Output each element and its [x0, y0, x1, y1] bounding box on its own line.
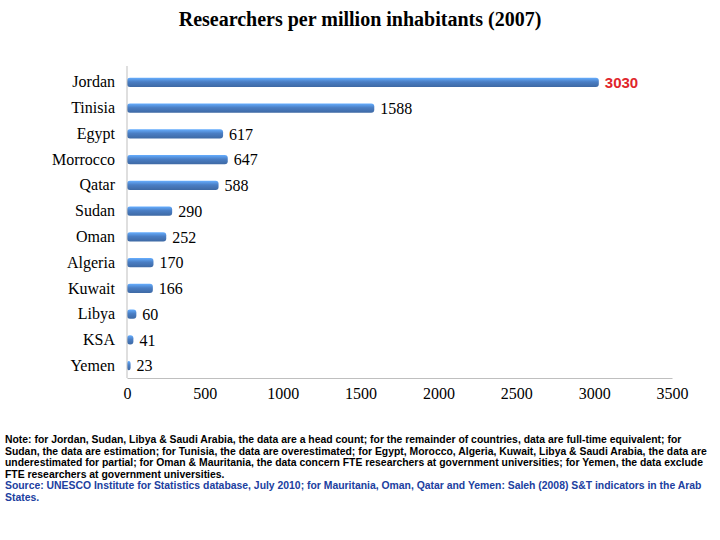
data-labels: 3030 1588 617 647 588 290 252 170 16660 41 23: [137, 74, 639, 375]
bar: [127, 129, 223, 138]
x-tick: 3000: [579, 378, 611, 402]
x-tick: 2500: [501, 378, 533, 402]
category-label: Qatar: [79, 176, 115, 193]
bar: [127, 206, 172, 215]
source: Source: UNESCO Institute for Statistics …: [5, 480, 715, 503]
y-tick: Jordan: [72, 73, 127, 90]
data-label: 647: [234, 151, 258, 168]
category-label: Oman: [76, 228, 115, 245]
bar: [127, 232, 166, 241]
y-tick: Tinisia: [71, 99, 127, 116]
data-label: 170: [159, 254, 183, 271]
data-label: 252: [172, 229, 196, 246]
category-label: KSA: [83, 331, 115, 348]
bar: [127, 284, 153, 293]
x-tick-label: 3000: [579, 385, 611, 402]
data-label: 166: [159, 280, 183, 297]
category-label: Yemen: [70, 357, 115, 374]
category-label: Tinisia: [71, 99, 115, 116]
category-label: Morrocco: [52, 151, 115, 168]
y-tick: Sudan: [75, 202, 127, 219]
x-tick-label: 500: [193, 385, 217, 402]
y-tick: Oman: [76, 228, 127, 245]
x-tick: 1500: [345, 378, 377, 402]
bar: [127, 361, 131, 370]
y-tick: Egypt: [77, 125, 127, 143]
data-label: 1588: [380, 100, 412, 117]
y-axis: Jordan Tinisia Egypt Morrocco Qatar Sudan Oman…: [52, 66, 127, 378]
data-label: 41: [139, 332, 155, 349]
bar: [127, 181, 219, 190]
x-tick: 500: [193, 378, 217, 402]
y-tick: Kuwait: [68, 280, 127, 297]
title: Researchers per million inhabitants (200…: [179, 8, 542, 31]
bar: [127, 155, 228, 164]
y-tick: Qatar: [79, 176, 127, 193]
note: Note: for Jordan, Sudan, Libya & Saudi A…: [5, 434, 715, 480]
category-label: Kuwait: [68, 280, 116, 297]
data-label: 617: [229, 126, 253, 143]
category-label: Jordan: [72, 73, 115, 90]
bar: [127, 258, 153, 267]
category-label: Algeria: [67, 254, 115, 272]
y-axis-line: [127, 66, 128, 378]
category-label: Libya: [78, 305, 115, 323]
x-axis: 0 500 1000 1500 2000 2500 3000 3500: [124, 378, 689, 402]
x-axis-line: [128, 378, 673, 379]
x-tick: 0: [124, 378, 132, 402]
x-tick-label: 3500: [657, 385, 689, 402]
x-tick-label: 0: [124, 385, 132, 402]
bar: [127, 335, 133, 344]
x-tick-label: 1500: [345, 385, 377, 402]
y-tick: Yemen: [70, 357, 127, 374]
x-tick: 1000: [267, 378, 299, 402]
category-label: Sudan: [75, 202, 115, 219]
bar: [127, 309, 136, 318]
bar: [127, 78, 599, 87]
data-label: 60: [142, 306, 158, 323]
category-label: Egypt: [77, 125, 116, 143]
x-tick-label: 1000: [267, 385, 299, 402]
data-label: 3030: [605, 74, 638, 91]
bar: [127, 103, 374, 112]
y-tick: Algeria: [67, 254, 127, 272]
y-tick: Libya: [78, 305, 127, 323]
data-label: 290: [178, 203, 202, 220]
y-tick: KSA: [83, 331, 127, 348]
notes: Note: for Jordan, Sudan, Libya & Saudi A…: [5, 434, 715, 504]
x-tick-label: 2000: [423, 385, 455, 402]
x-tick: 2000: [423, 378, 455, 402]
data-label: 588: [225, 177, 249, 194]
data-label: 23: [137, 357, 153, 374]
x-tick-label: 2500: [501, 385, 533, 402]
bars: [127, 78, 599, 371]
y-tick: Morrocco: [52, 151, 127, 168]
x-tick: 3500: [657, 378, 689, 402]
